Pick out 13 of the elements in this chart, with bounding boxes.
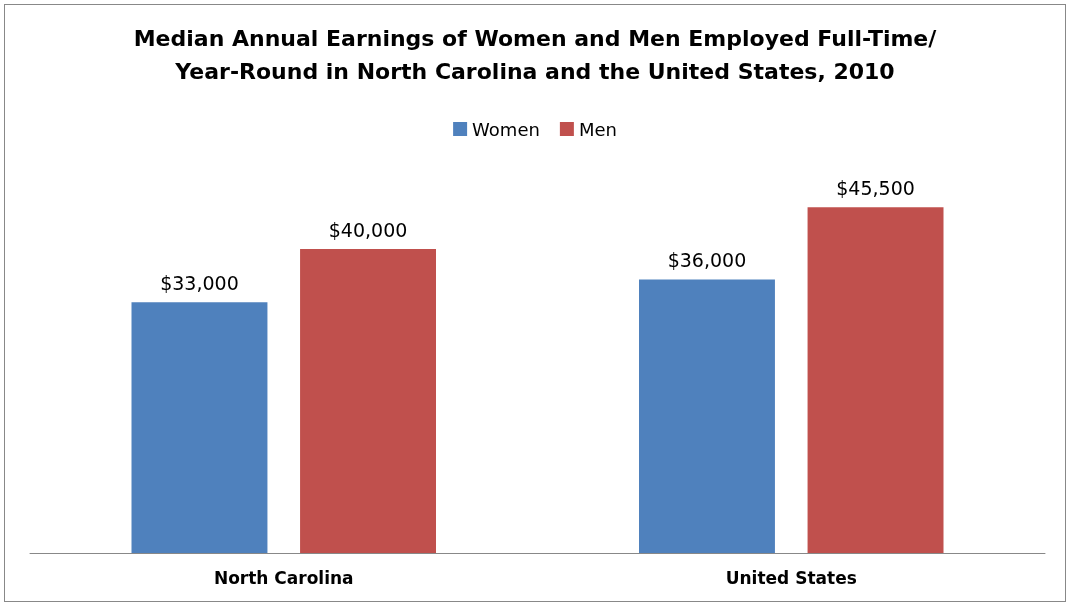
legend-label: Men [578, 118, 617, 140]
bar [300, 249, 436, 553]
x-tick-label: United States [725, 567, 857, 588]
data-label: $45,500 [836, 176, 915, 199]
bar [639, 279, 775, 553]
data-label: $33,000 [160, 271, 239, 294]
chart-title: Median Annual Earnings of Women and Men Employed Full-Time/Year-Round in North Carolina and the United States, 2010 [133, 26, 938, 84]
data-label: $36,000 [667, 248, 747, 271]
legend-label: Women [472, 118, 540, 140]
data-label: $40,000 [328, 218, 408, 241]
x-tick-label: North Carolina [213, 567, 354, 588]
bar [131, 302, 268, 553]
bar [807, 207, 944, 553]
